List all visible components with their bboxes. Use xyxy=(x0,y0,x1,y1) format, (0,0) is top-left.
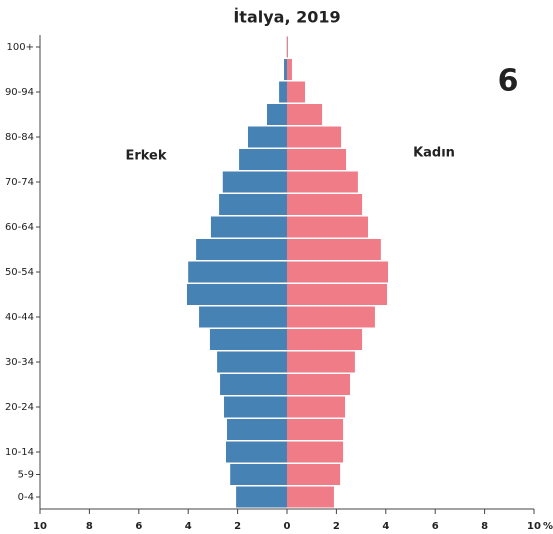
bar xyxy=(199,306,287,328)
bar xyxy=(222,171,287,193)
x-tick-label: 10 xyxy=(527,521,541,532)
y-tick-label: 10-14 xyxy=(5,447,34,458)
bar xyxy=(287,216,369,238)
y-tick-label: 100+ xyxy=(7,42,34,53)
bar xyxy=(209,329,287,350)
x-tick-label: 2 xyxy=(333,521,340,532)
bar xyxy=(287,329,363,350)
bar xyxy=(287,464,341,485)
y-tick-label: 60-64 xyxy=(5,222,34,233)
bar xyxy=(217,351,287,373)
bar xyxy=(247,126,287,148)
y-tick-label: 30-34 xyxy=(5,357,34,368)
bar xyxy=(287,419,344,440)
bar xyxy=(239,149,287,170)
series-label: Erkek xyxy=(125,149,166,164)
bar xyxy=(220,374,287,395)
bar xyxy=(188,261,287,283)
x-tick-label: 10 xyxy=(33,521,47,532)
bar xyxy=(219,194,287,215)
bar xyxy=(287,284,388,305)
y-tick-label: 50-54 xyxy=(5,267,34,278)
y-tick-label: 80-84 xyxy=(5,132,34,143)
bar xyxy=(287,486,334,508)
bar xyxy=(287,261,389,283)
bar xyxy=(225,441,287,463)
bar xyxy=(279,81,287,103)
x-tick-label: 8 xyxy=(481,521,488,532)
x-tick-label: 6 xyxy=(135,521,142,532)
bar xyxy=(186,284,287,305)
bar xyxy=(287,149,347,170)
bar xyxy=(287,126,342,148)
bar xyxy=(287,239,381,260)
y-tick-label: 0-4 xyxy=(18,492,34,503)
bar xyxy=(230,464,287,485)
bar xyxy=(287,104,323,125)
bar xyxy=(226,419,287,440)
x-unit: % xyxy=(543,521,553,532)
bar xyxy=(284,59,287,80)
bar xyxy=(287,396,346,418)
bar xyxy=(287,171,358,193)
bar xyxy=(210,216,287,238)
x-tick-label: 6 xyxy=(432,521,439,532)
y-tick-label: 90-94 xyxy=(5,87,34,98)
bar xyxy=(224,396,287,418)
bar xyxy=(287,81,306,103)
bar xyxy=(287,306,375,328)
bar xyxy=(287,374,350,395)
bar xyxy=(287,441,344,463)
bar xyxy=(266,104,287,125)
y-tick-label: 20-24 xyxy=(5,402,34,413)
bar xyxy=(196,239,287,260)
x-tick-label: 4 xyxy=(382,521,389,532)
x-tick-label: 8 xyxy=(86,521,93,532)
bar xyxy=(287,36,288,58)
y-tick-label: 70-74 xyxy=(5,177,34,188)
bar xyxy=(287,351,355,373)
chart-title: İtalya, 2019 xyxy=(233,8,340,27)
bar xyxy=(287,59,292,80)
y-tick-label: 40-44 xyxy=(5,312,34,323)
series-label: Kadın xyxy=(413,146,455,161)
bar xyxy=(287,194,363,215)
annotation: 6 xyxy=(498,64,519,99)
x-tick-label: 0 xyxy=(284,521,291,532)
x-tick-label: 2 xyxy=(234,521,241,532)
y-tick-label: 5-9 xyxy=(18,470,34,481)
x-tick-label: 4 xyxy=(185,521,192,532)
bar xyxy=(236,486,287,508)
